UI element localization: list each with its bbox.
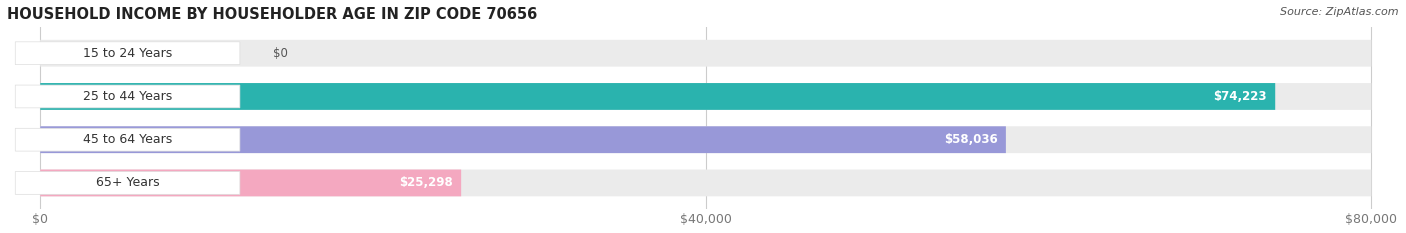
FancyBboxPatch shape (41, 83, 1371, 110)
Text: $58,036: $58,036 (943, 133, 998, 146)
Text: 15 to 24 Years: 15 to 24 Years (83, 47, 172, 60)
FancyBboxPatch shape (15, 171, 240, 194)
FancyBboxPatch shape (41, 126, 1005, 153)
Text: 25 to 44 Years: 25 to 44 Years (83, 90, 172, 103)
Text: 45 to 64 Years: 45 to 64 Years (83, 133, 172, 146)
Text: $25,298: $25,298 (399, 176, 453, 189)
FancyBboxPatch shape (15, 128, 240, 151)
Text: $74,223: $74,223 (1213, 90, 1267, 103)
Text: 65+ Years: 65+ Years (96, 176, 159, 189)
Text: Source: ZipAtlas.com: Source: ZipAtlas.com (1281, 7, 1399, 17)
FancyBboxPatch shape (15, 85, 240, 108)
FancyBboxPatch shape (41, 170, 1371, 196)
FancyBboxPatch shape (15, 42, 240, 65)
Text: $0: $0 (273, 47, 288, 60)
FancyBboxPatch shape (41, 126, 1371, 153)
FancyBboxPatch shape (41, 40, 1371, 67)
FancyBboxPatch shape (41, 83, 1275, 110)
FancyBboxPatch shape (41, 170, 461, 196)
Text: HOUSEHOLD INCOME BY HOUSEHOLDER AGE IN ZIP CODE 70656: HOUSEHOLD INCOME BY HOUSEHOLDER AGE IN Z… (7, 7, 537, 22)
